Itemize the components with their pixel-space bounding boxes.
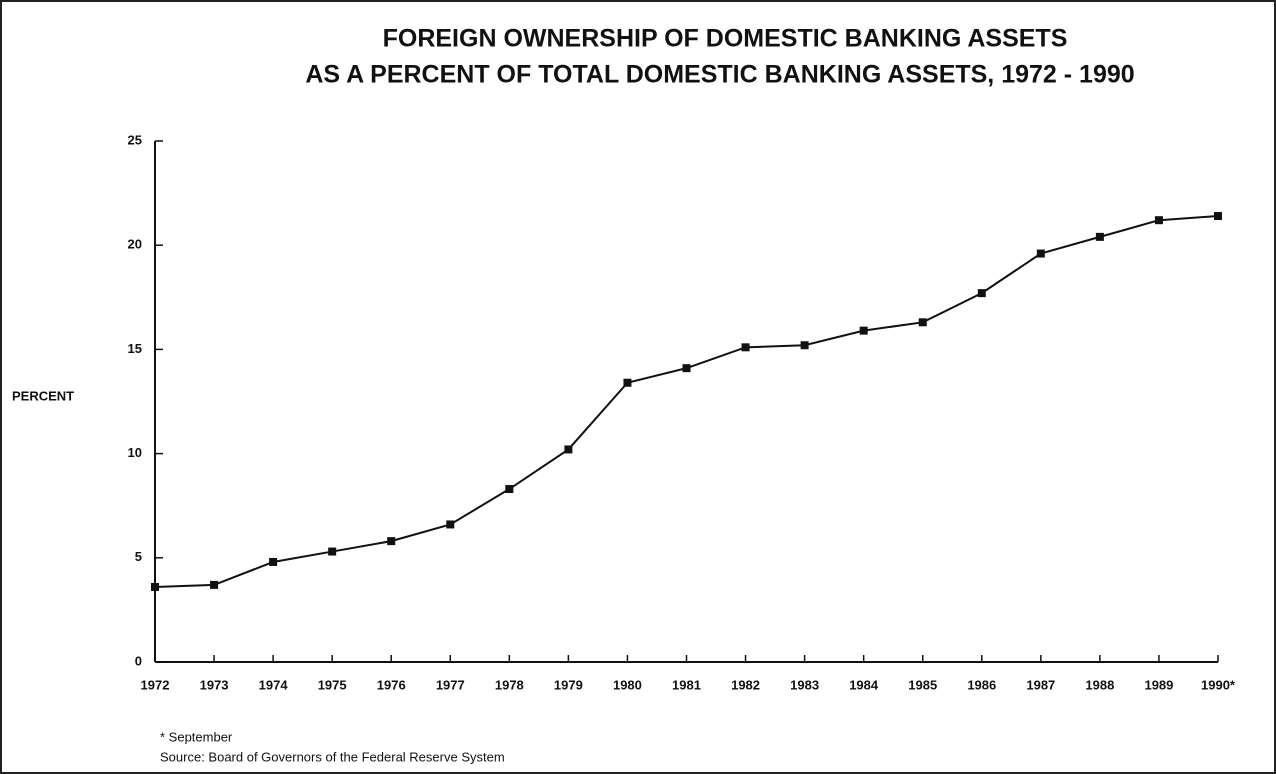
x-tick-label: 1983: [790, 677, 819, 692]
x-tick-label: 1976: [377, 677, 406, 692]
y-tick-label: 20: [128, 237, 142, 252]
y-tick-label: 10: [128, 445, 142, 460]
source-note: Source: Board of Governors of the Federa…: [160, 749, 505, 764]
x-tick-label: 1989: [1144, 677, 1173, 692]
data-point: [151, 582, 159, 591]
data-point: [564, 445, 573, 454]
x-tick-label: 1980: [613, 677, 642, 692]
data-point: [977, 289, 986, 298]
data-point: [387, 537, 396, 546]
x-tick-label: 1984: [849, 677, 879, 692]
y-tick-label: 25: [128, 132, 142, 147]
chart-title: AS A PERCENT OF TOTAL DOMESTIC BANKING A…: [305, 61, 1134, 89]
data-point: [210, 580, 219, 589]
y-tick-label: 0: [135, 653, 142, 668]
x-tick-label: 1986: [967, 677, 996, 692]
x-tick-label: 1973: [200, 677, 229, 692]
x-tick-label: 1981: [672, 677, 701, 692]
x-tick-label: 1988: [1085, 677, 1114, 692]
data-point: [918, 318, 927, 327]
x-tick-label: 1977: [436, 677, 465, 692]
x-tick-label: 1985: [908, 677, 937, 692]
data-point: [505, 485, 514, 494]
x-tick-label: 1982: [731, 677, 760, 692]
x-tick-label: 1979: [554, 677, 583, 692]
x-tick-label: 1975: [318, 677, 347, 692]
data-point: [1154, 216, 1163, 225]
chart-title: FOREIGN OWNERSHIP OF DOMESTIC BANKING AS…: [383, 25, 1068, 53]
x-tick-label: 1978: [495, 677, 524, 692]
footnote: * September: [160, 729, 233, 744]
data-point: [623, 378, 632, 387]
data-point: [741, 343, 750, 352]
x-tick-label: 1974: [259, 677, 289, 692]
data-point: [1036, 249, 1045, 258]
y-tick-label: 5: [135, 549, 142, 564]
x-tick-label: 1987: [1026, 677, 1055, 692]
data-point: [269, 557, 278, 566]
data-line: [154, 215, 1219, 588]
data-point: [446, 520, 455, 529]
x-tick-label: 1990*: [1201, 677, 1236, 692]
y-axis-label: PERCENT: [12, 388, 74, 403]
data-point: [1214, 212, 1222, 221]
y-tick-label: 15: [128, 341, 142, 356]
data-point: [328, 547, 337, 556]
data-point: [800, 341, 809, 350]
data-point: [682, 364, 691, 373]
data-point: [1095, 232, 1104, 241]
data-point: [859, 326, 868, 335]
x-tick-label: 1972: [141, 677, 170, 692]
